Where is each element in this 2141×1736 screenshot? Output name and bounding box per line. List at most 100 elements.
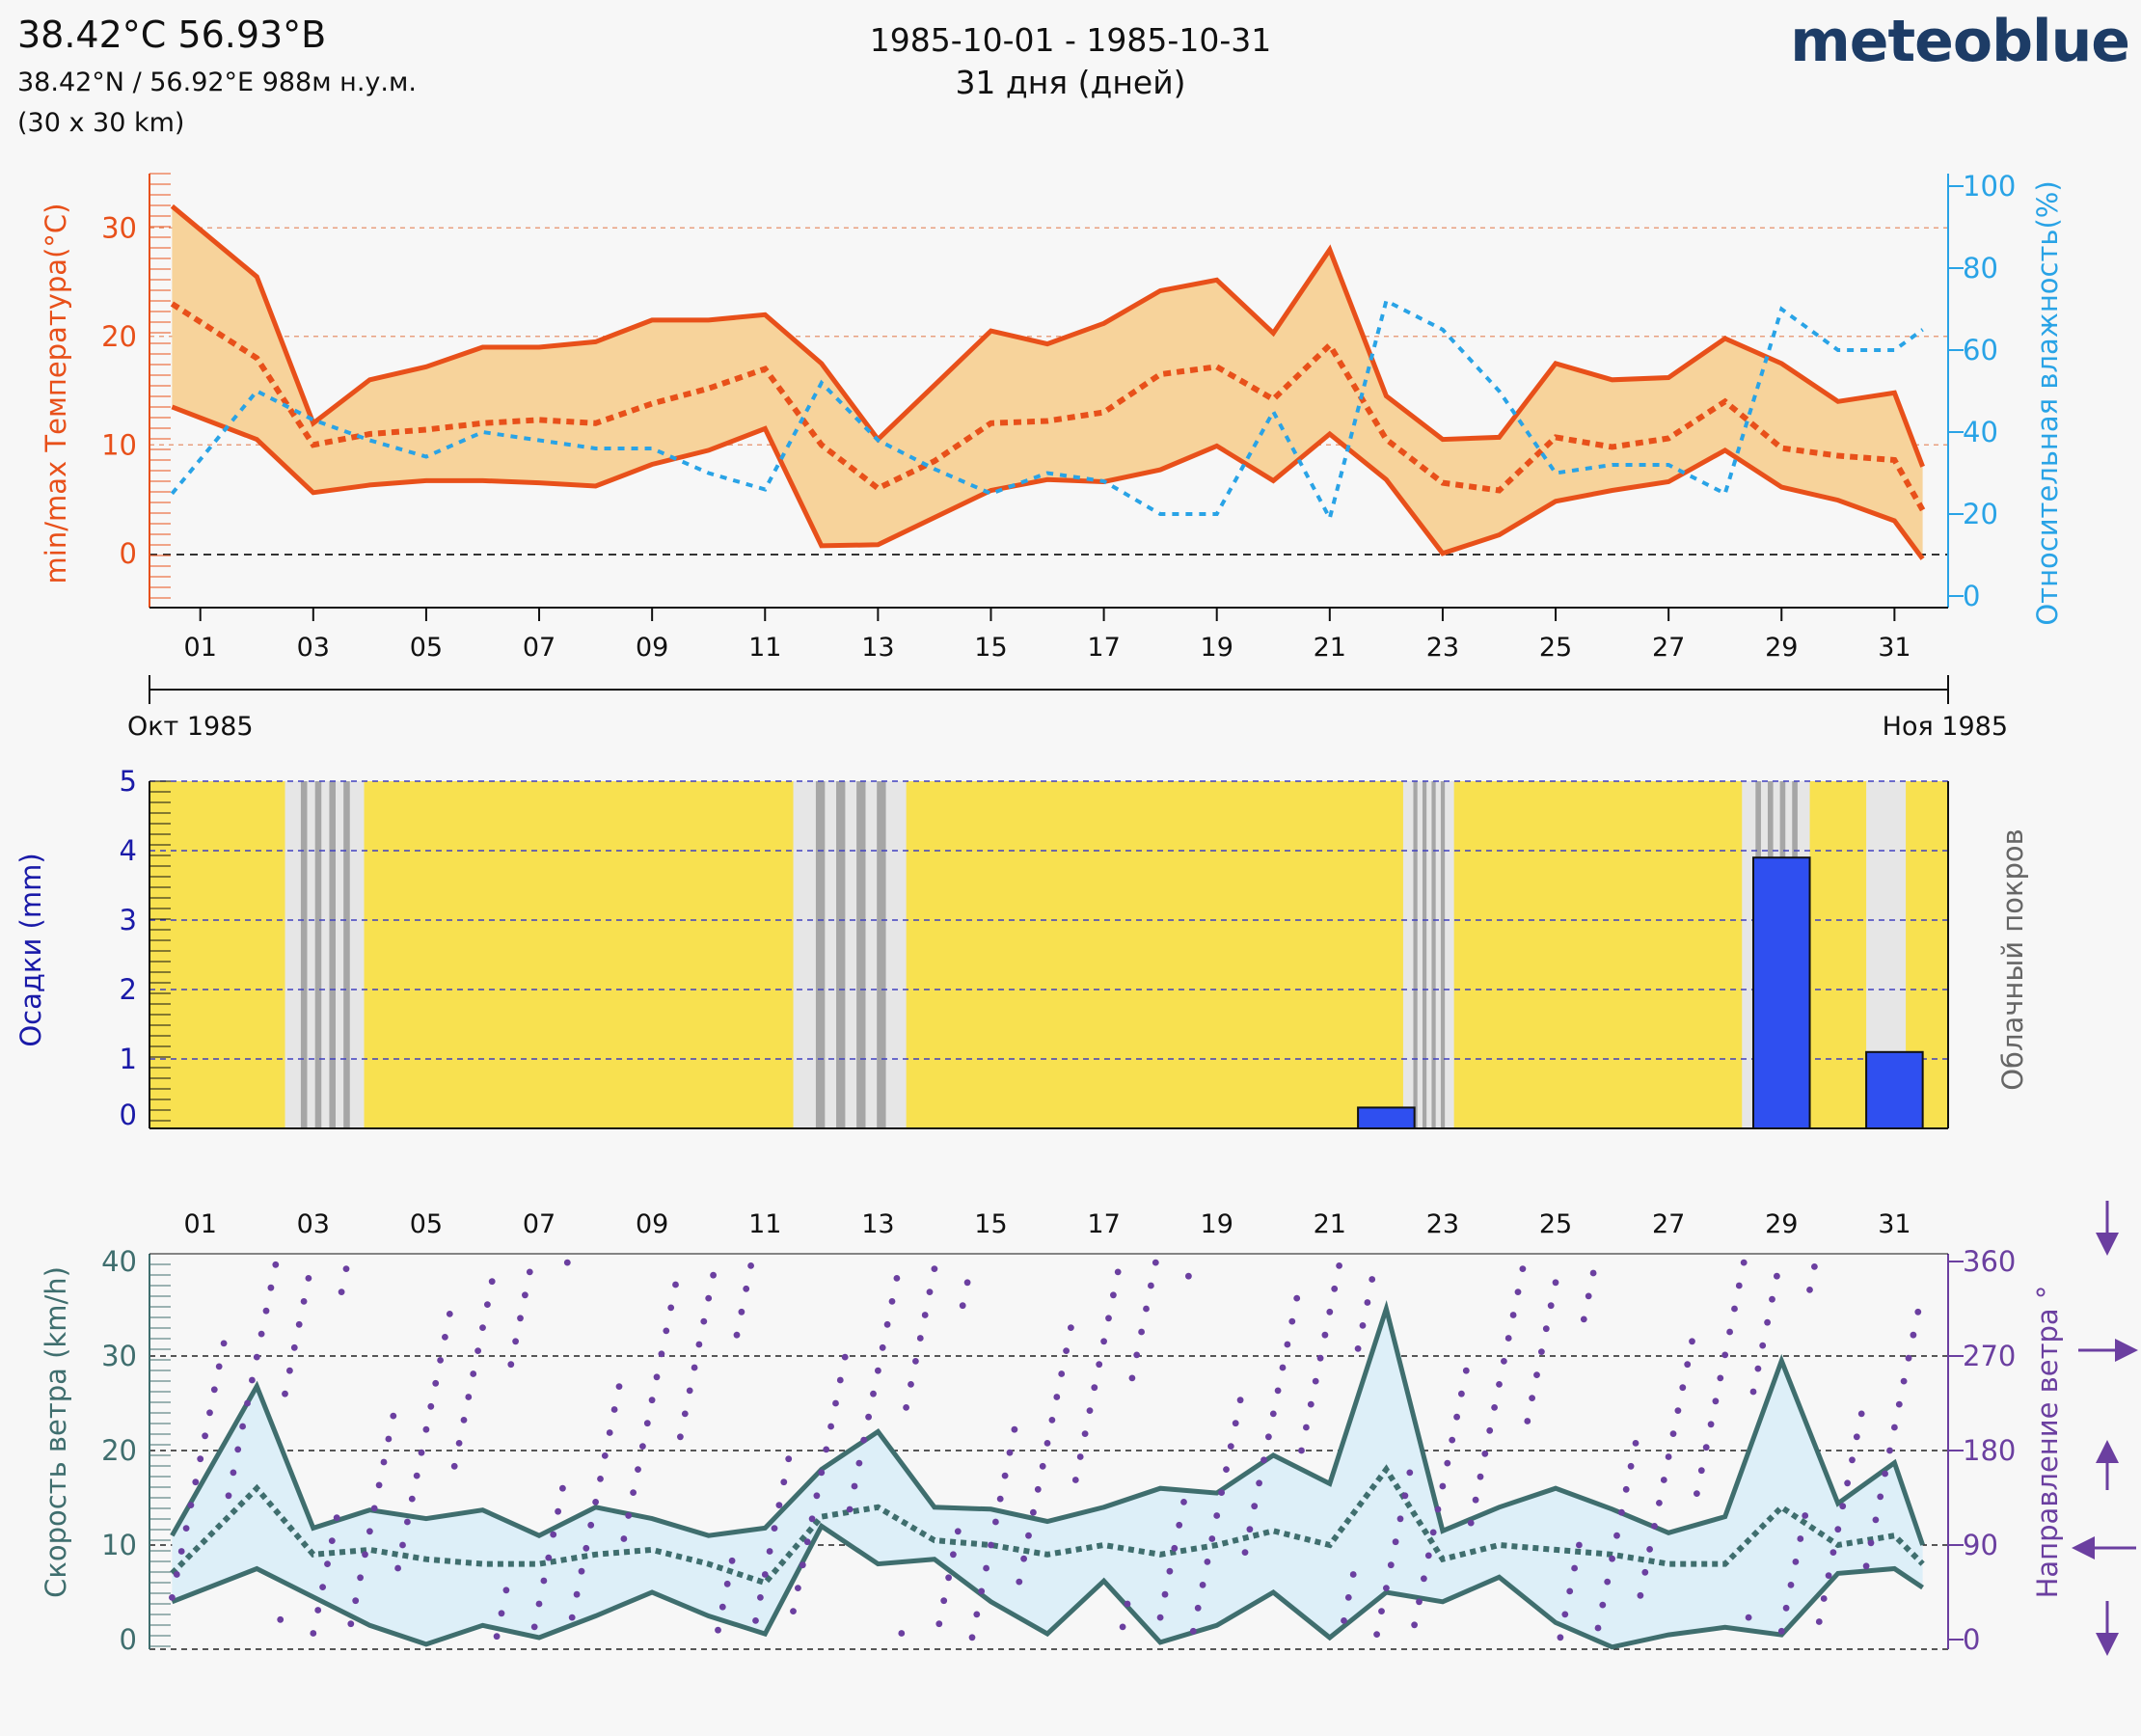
precipitation-gridlines (149, 780, 1948, 1060)
precipitation-bar (1751, 856, 1811, 1129)
humidity-tick-label: 0 (1963, 580, 1980, 612)
wind-direction-point (1514, 1288, 1522, 1295)
wind-direction-point (1656, 1500, 1663, 1506)
wind-direction-point (630, 1489, 637, 1496)
wind-direction-point (1063, 1347, 1070, 1354)
wind-direction-point (1731, 1305, 1738, 1313)
wind-direction-point (903, 1404, 909, 1411)
wind-direction-point (1204, 1559, 1211, 1565)
humidity-line (170, 298, 1924, 524)
wind-direction-point (1025, 1532, 1032, 1539)
cloud-cover-axis-label: Облачный покров (1996, 828, 2029, 1091)
wind-direction-point (1218, 1489, 1225, 1496)
wind-direction-point (202, 1432, 209, 1440)
wind-direction-point (540, 1577, 548, 1585)
wind-direction-point (743, 1285, 750, 1292)
wind-direction-point (507, 1361, 515, 1369)
wind-direction-point (1834, 1526, 1842, 1533)
wind-speed-tick-label: 10 (101, 1529, 137, 1561)
wind-direction-point (1580, 1316, 1587, 1323)
overcast-strip (329, 781, 336, 1128)
wind-direction-point (1599, 1601, 1607, 1609)
wind-direction-tick-label: 360 (1963, 1245, 2016, 1278)
wind-direction-point (639, 1443, 646, 1450)
location-title: 38.42°C 56.93°B (17, 14, 327, 56)
wind-direction-point (1458, 1390, 1465, 1397)
temperature-max-line (170, 203, 1925, 468)
wind-direction-point (610, 1406, 618, 1413)
wind-speed-tick-label: 30 (101, 1340, 137, 1372)
wind-direction-point (385, 1435, 393, 1443)
wind-direction-point (615, 1383, 623, 1390)
wind-direction-point (757, 1594, 764, 1601)
wind-direction-point (333, 1514, 340, 1522)
meteoblue-logo[interactable]: meteoblue (1790, 8, 2130, 75)
wind-direction-point (705, 1294, 713, 1302)
grid-resolution: (30 x 30 km) (17, 108, 185, 138)
wind-direction-point (1697, 1467, 1705, 1475)
wind-direction-point (663, 1327, 670, 1335)
wind-direction-point (1274, 1387, 1282, 1395)
wind-direction-tick-label: 180 (1963, 1434, 2016, 1467)
wind-direction-point (1472, 1496, 1479, 1504)
cloud-period (1402, 781, 1454, 1128)
temperature-x-tick-label: 27 (1652, 633, 1685, 663)
temperature-tick-label: 20 (101, 320, 137, 353)
wind-direction-point (1138, 1328, 1145, 1336)
wind-direction-point (1754, 1365, 1762, 1372)
wind-direction-point (1336, 1262, 1342, 1269)
wind-speed-tick-label: 40 (101, 1245, 137, 1278)
wind-direction-point (1016, 1578, 1023, 1586)
wind-direction-point (1774, 1272, 1780, 1280)
wind-direction-point (1011, 1425, 1018, 1433)
wind-direction-point (1844, 1479, 1851, 1487)
wind-direction-point (408, 1495, 416, 1503)
wind-direction-point (1674, 1407, 1682, 1414)
wind-direction-point (996, 1495, 1004, 1503)
wind-direction-point (860, 1436, 868, 1444)
wind-direction-point (1496, 1381, 1503, 1388)
wind-direction-point (262, 1307, 270, 1315)
precipitation-bar (1865, 1050, 1924, 1130)
wind-direction-point (319, 1584, 326, 1590)
wind-direction-point (362, 1551, 368, 1559)
wind-direction-point (1462, 1367, 1470, 1374)
wind-direction-point (1401, 1492, 1409, 1500)
wind-direction-point (1787, 1582, 1795, 1588)
wind-direction-point (1669, 1430, 1677, 1437)
precipitation-tick-label: 2 (120, 973, 137, 1006)
wind-direction-point (526, 1268, 533, 1276)
wind-direction-point (244, 1399, 251, 1407)
wind-direction-point (1749, 1388, 1757, 1396)
wind-direction-point (1096, 1361, 1103, 1369)
wind-direction-point (1034, 1485, 1042, 1493)
wind-direction-point (1387, 1561, 1395, 1569)
temperature-panel: 0 10 20 30 0 20 40 60 80 100 01 03 05 07 09 11 13 15 17 19 2… (40, 170, 2064, 663)
wind-direction-point (488, 1278, 496, 1286)
overcast-strip (343, 781, 350, 1128)
wind-direction-point (1378, 1608, 1385, 1614)
wind-direction-point (1802, 1512, 1809, 1519)
wind-x-tick-label: 11 (748, 1209, 781, 1239)
wind-direction-point (187, 1502, 195, 1508)
wind-direction-point (1721, 1351, 1729, 1359)
wind-direction-point (1288, 1317, 1296, 1325)
wind-direction-point (968, 1634, 976, 1641)
wind-direction-point (1589, 1269, 1597, 1277)
wind-direction-point (954, 1528, 962, 1535)
temperature-mean-line (170, 301, 1926, 512)
wind-direction-point (1086, 1407, 1094, 1414)
wind-direction-point (1735, 1282, 1743, 1289)
wind-direction-point (625, 1512, 633, 1519)
temperature-axes: 0 10 20 30 0 20 40 60 80 100 01 03 05 07 09 11 13 15 17 19 2… (101, 170, 2016, 663)
wind-direction-point (1862, 1562, 1870, 1570)
wind-direction-arrows (2072, 1201, 2138, 1656)
wind-direction-point (888, 1298, 896, 1305)
wind-direction-point (1411, 1621, 1418, 1629)
wind-direction-point (177, 1548, 185, 1555)
wind-direction-point (677, 1433, 684, 1441)
wind-direction-point (1820, 1595, 1828, 1602)
temperature-x-tick-label: 13 (861, 633, 894, 663)
wind-direction-point (841, 1353, 849, 1361)
